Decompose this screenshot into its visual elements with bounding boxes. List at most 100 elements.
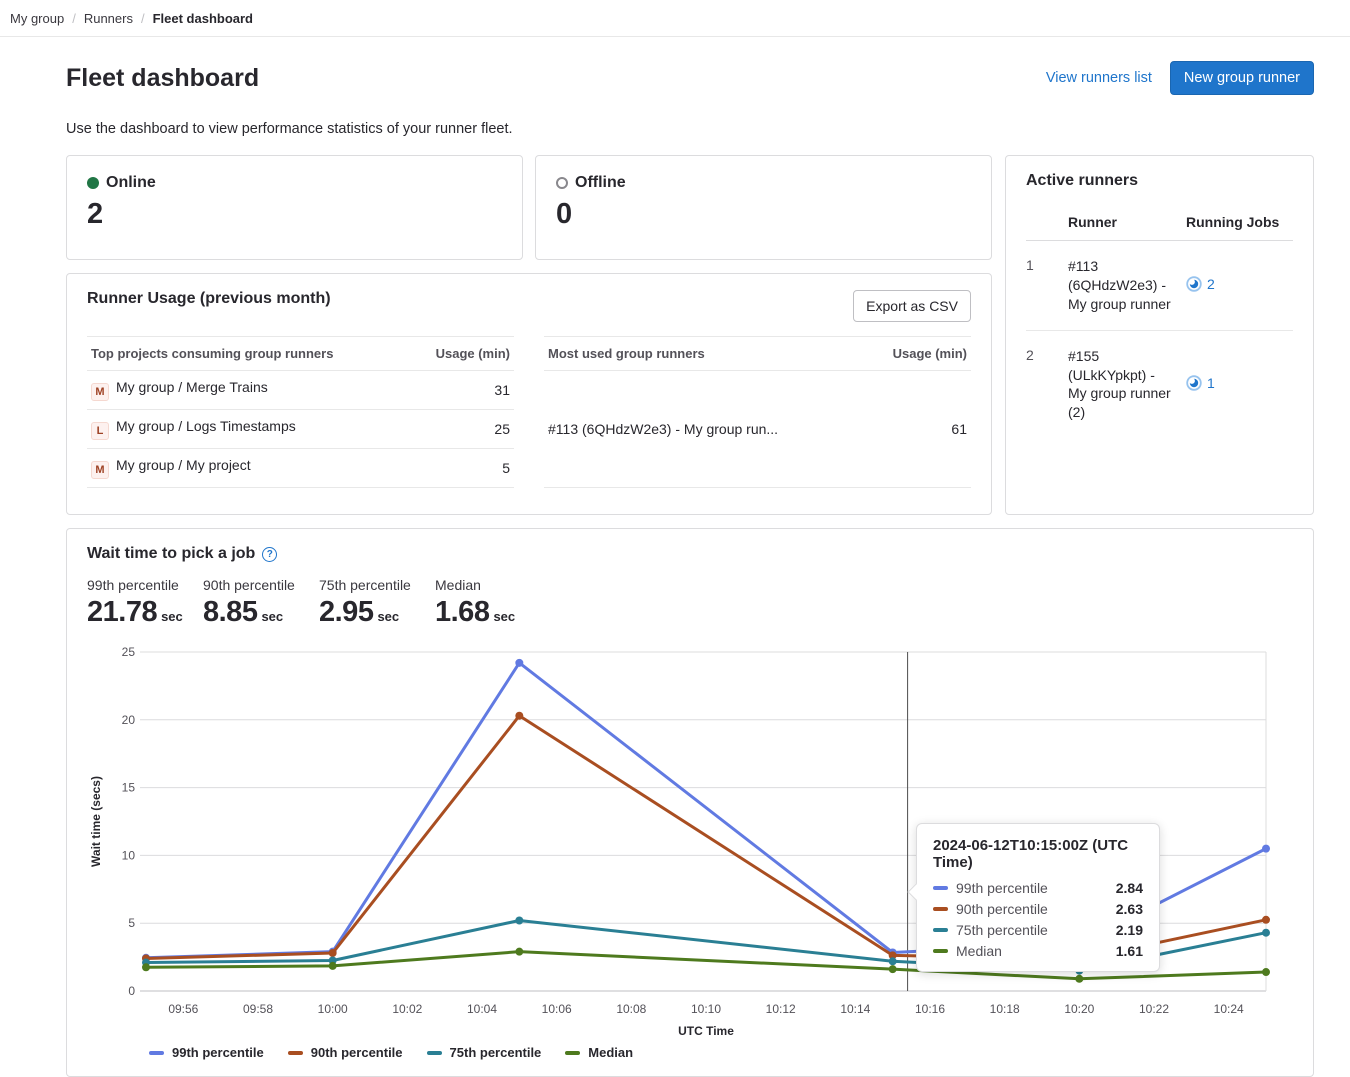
breadcrumb-separator: / [72,11,76,26]
runner-usage-title: Runner Usage (previous month) [87,290,331,308]
data-point[interactable] [515,659,523,667]
tooltip-series-marker [933,907,948,911]
runner-index: 1 [1026,241,1068,331]
stat-unit: sec [377,609,399,624]
x-tick-label: 10:04 [467,1002,497,1016]
stat-99th-percentile: 99th percentile 21.78 sec [87,577,203,629]
runner-column-header: Runner [1068,200,1186,241]
help-icon[interactable]: ? [262,547,277,562]
breadcrumb-item[interactable]: Runners [84,11,133,26]
stat-unit: sec [493,609,515,624]
y-axis-label: Wait time (secs) [89,776,103,867]
running-jobs-column-header: Running Jobs [1186,200,1293,241]
legend-item-median[interactable]: Median [565,1045,633,1060]
active-runners-title: Active runners [1026,172,1293,190]
legend-item-90th-percentile[interactable]: 90th percentile [288,1045,403,1060]
x-tick-label: 10:08 [616,1002,646,1016]
tooltip-series-marker [933,886,948,890]
project-name: My group / Logs Timestamps [116,418,296,434]
data-point[interactable] [515,712,523,720]
export-csv-button[interactable]: Export as CSV [853,290,971,322]
usage-value: 31 [408,371,514,410]
x-tick-label: 10:10 [691,1002,721,1016]
tooltip-series-name: Median [956,943,1116,959]
stat-75th-percentile: 75th percentile2.95sec [319,577,435,629]
data-point[interactable] [889,965,897,973]
data-point[interactable] [515,916,523,924]
offline-status-icon [556,177,568,189]
view-runners-list-link[interactable]: View runners list [1046,70,1152,86]
tooltip-series-value: 2.63 [1116,901,1143,917]
x-tick-label: 10:20 [1064,1002,1094,1016]
runner-usage-card: Runner Usage (previous month) Export as … [66,273,992,515]
stat-label: Median [435,577,551,593]
legend-label: 75th percentile [450,1045,542,1060]
offline-count: 0 [556,200,971,229]
stat-90th-percentile: 90th percentile8.85sec [203,577,319,629]
page-title: Fleet dashboard [66,64,259,93]
page-description: Use the dashboard to view performance st… [66,121,1314,137]
running-jobs-link[interactable]: 2 [1186,276,1215,292]
running-jobs-link[interactable]: 1 [1186,375,1215,391]
data-point[interactable] [1262,845,1270,853]
x-tick-label: 10:12 [766,1002,796,1016]
table-row: MMy group / My project5 [87,449,514,488]
tooltip-row: 75th percentile2.19 [933,922,1143,938]
legend-marker-icon [288,1051,303,1055]
index-column-header [1026,200,1068,241]
stat-unit: sec [261,609,283,624]
active-runner-row: 1#113 (6QHdzW2e3) - My group runner2 [1026,241,1293,331]
tooltip-series-value: 2.19 [1116,922,1143,938]
chart-legend: 99th percentile 90th percentile 75th perce… [87,1045,1293,1060]
stat-unit: sec [161,609,183,624]
project-avatar: M [91,383,109,401]
stat-label: 99th percentile [87,577,203,593]
wait-time-title: Wait time to pick a job [87,545,255,563]
data-point[interactable] [515,948,523,956]
data-point[interactable] [1262,916,1270,924]
data-point[interactable] [889,957,897,965]
legend-marker-icon [427,1051,442,1055]
active-runners-card: Active runners Runner Running Jobs 1#113… [1005,155,1314,515]
breadcrumb: My group/Runners/Fleet dashboard [0,0,1350,37]
offline-runners-card: Offline 0 [535,155,992,260]
stat-label: 75th percentile [319,577,435,593]
stat-value: 21.78 [87,596,157,629]
data-point[interactable] [1075,975,1083,983]
wait-time-chart-area: 051015202509:5609:5810:0010:0210:0410:06… [87,639,1293,1060]
usage-min-column-header: Usage (min) [408,337,514,371]
breadcrumb-item[interactable]: My group [10,11,64,26]
data-point[interactable] [1262,929,1270,937]
main-content: Fleet dashboard View runners list New gr… [0,37,1350,1077]
project-name: My group / Merge Trains [116,379,268,395]
x-tick-label: 09:56 [168,1002,198,1016]
table-row: L My group / Logs Timestamps 25 [87,410,514,449]
project-avatar: L [91,422,109,440]
table-row: M My group / Merge Trains 31 [87,371,514,410]
data-point[interactable] [142,963,150,971]
data-point[interactable] [1262,968,1270,976]
wait-time-stats: 99th percentile21.78sec90th percentile8.… [87,577,1293,629]
stat-label: 90th percentile [203,577,319,593]
stat-median: Median1.68sec [435,577,551,629]
tooltip-row: 99th percentile2.84 [933,880,1143,896]
legend-item-75th-percentile[interactable]: 75th percentile [427,1045,542,1060]
x-tick-label: 10:24 [1214,1002,1244,1016]
y-tick-label: 20 [122,713,136,727]
runner-name: #113 (6QHdzW2e3) - My group runner [1068,241,1186,331]
active-runners-table: Runner Running Jobs 1#113 (6QHdzW2e3) - … [1026,200,1293,438]
y-tick-label: 25 [122,645,136,659]
data-point[interactable] [329,962,337,970]
y-tick-label: 5 [128,916,135,930]
legend-label: 99th percentile [172,1045,264,1060]
new-group-runner-button[interactable]: New group runner [1170,61,1314,95]
project-name: My group / My project [116,457,251,473]
legend-item-99th-percentile[interactable]: 99th percentile [149,1045,264,1060]
x-axis-label: UTC Time [678,1024,734,1038]
data-point[interactable] [329,949,337,957]
legend-marker-icon [149,1051,164,1055]
active-runner-row: 2#155 (ULkKYpkpt) - My group runner (2)1 [1026,330,1293,438]
most-used-runners-column-header: Most used group runners [544,337,861,371]
usage-value: 25 [408,410,514,449]
runner-name: #113 (6QHdzW2e3) - My group run... [544,371,861,488]
